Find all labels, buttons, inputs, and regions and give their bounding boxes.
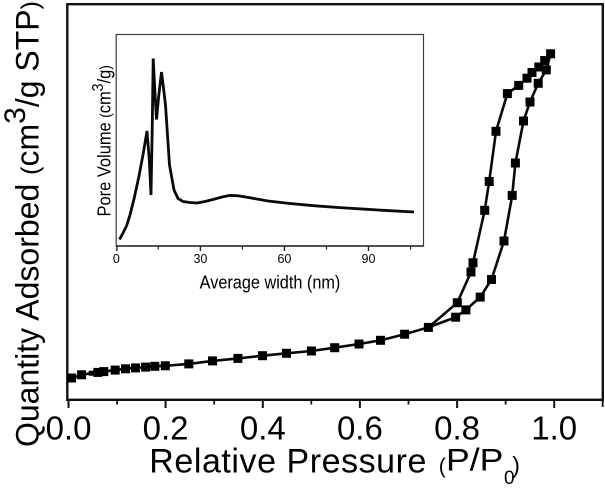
svg-text:30: 30 xyxy=(193,252,207,266)
svg-text:0: 0 xyxy=(504,468,515,488)
svg-text:(: ( xyxy=(439,455,446,478)
svg-text:0.4: 0.4 xyxy=(240,410,286,447)
svg-text:Relative Pressure: Relative Pressure xyxy=(149,443,427,481)
svg-text:Average width (nm): Average width (nm) xyxy=(200,272,341,293)
svg-text:): ) xyxy=(512,452,520,478)
svg-text:P/P: P/P xyxy=(446,444,503,479)
svg-text:60: 60 xyxy=(277,252,291,266)
svg-text:0.6: 0.6 xyxy=(337,410,383,447)
svg-text:0.2: 0.2 xyxy=(143,410,189,447)
svg-text:0: 0 xyxy=(113,252,120,266)
svg-text:0.0: 0.0 xyxy=(46,410,92,447)
svg-text:0.8: 0.8 xyxy=(434,410,480,447)
svg-text:90: 90 xyxy=(362,252,376,266)
svg-text:1.0: 1.0 xyxy=(531,410,577,447)
